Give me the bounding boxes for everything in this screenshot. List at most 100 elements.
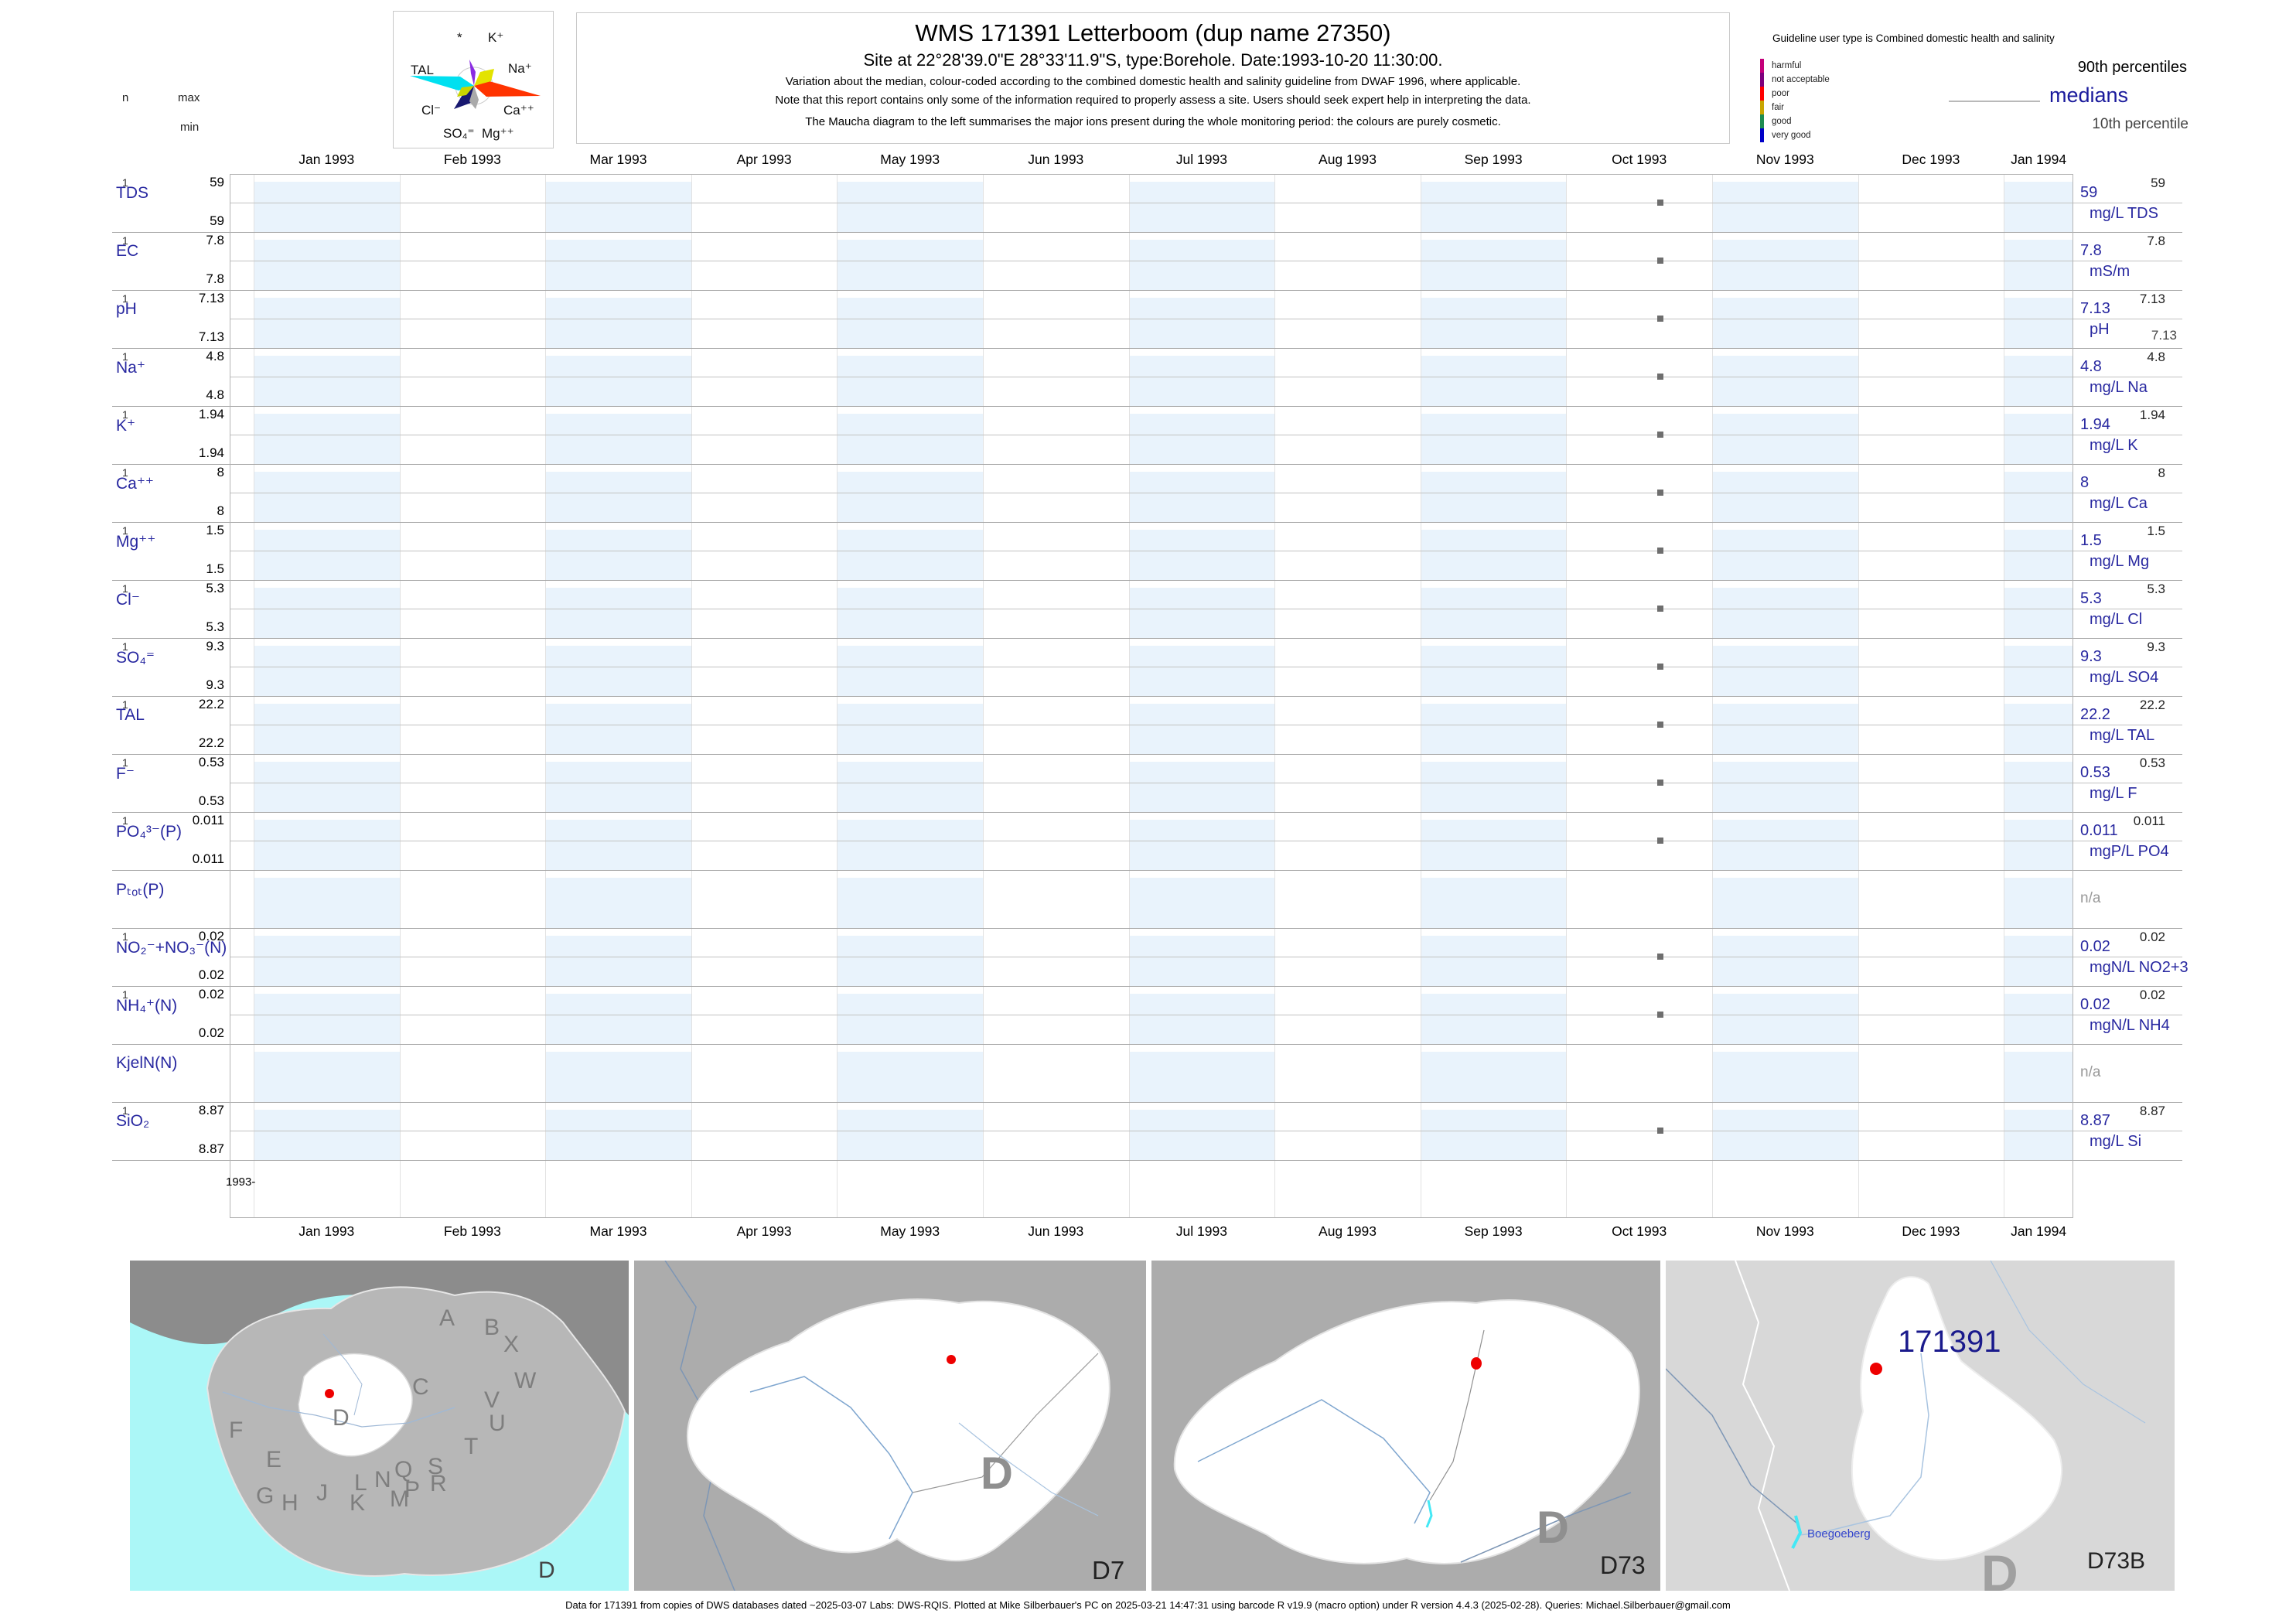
p90-value: 4.8 bbox=[2147, 350, 2165, 364]
month-stripe bbox=[254, 1110, 400, 1160]
month-label-top-1: Feb 1993 bbox=[443, 152, 501, 167]
min-value: 1.94 bbox=[198, 445, 224, 460]
drainage-region-letter: M bbox=[390, 1486, 409, 1512]
sample-data-point bbox=[1657, 1128, 1663, 1134]
month-stripe bbox=[1128, 994, 1275, 1044]
p90-value: 59 bbox=[2151, 176, 2165, 190]
median-value: 8 bbox=[2080, 474, 2090, 491]
boegoeberg-dam-river bbox=[1791, 1515, 1803, 1549]
median-value: 5.3 bbox=[2080, 590, 2102, 607]
month-stripe bbox=[837, 356, 983, 406]
month-stripe bbox=[1128, 530, 1275, 580]
sample-data-point bbox=[1657, 374, 1663, 380]
map-quaternary-catchment-d73b: Boegoeberg 171391 D D73B bbox=[1666, 1261, 2175, 1591]
sample-data-point bbox=[1657, 838, 1663, 844]
p90-value: 1.5 bbox=[2147, 524, 2165, 538]
min-value: 0.02 bbox=[198, 967, 224, 982]
month-stripe bbox=[1712, 414, 1858, 464]
month-label-top-0: Jan 1993 bbox=[299, 152, 355, 167]
unit-label: mgN/L NO2+3 bbox=[2090, 959, 2189, 976]
month-stripe bbox=[545, 762, 691, 812]
p90-value: 22.2 bbox=[2139, 698, 2165, 712]
month-label-bottom-3: Apr 1993 bbox=[736, 1223, 792, 1239]
stats-key-max: max bbox=[178, 91, 200, 104]
month-stripe bbox=[2004, 182, 2073, 232]
month-stripe bbox=[254, 530, 400, 580]
month-stripe bbox=[254, 414, 400, 464]
map-corner-label-d: D bbox=[538, 1557, 555, 1583]
sample-count: 1 bbox=[122, 234, 128, 247]
parameter-label: KjelN(N) bbox=[116, 1054, 178, 1072]
max-value: 59 bbox=[210, 175, 224, 189]
maucha-na-blade bbox=[474, 69, 494, 86]
month-stripe bbox=[254, 182, 400, 232]
min-value: 8.87 bbox=[198, 1141, 224, 1156]
guideline-class-label: good bbox=[1772, 117, 1792, 126]
maucha-label-tal: TAL bbox=[411, 63, 434, 77]
month-stripe bbox=[2004, 704, 2073, 754]
sample-data-point bbox=[1657, 606, 1663, 612]
drainage-region-letter: B bbox=[484, 1315, 500, 1340]
month-stripe bbox=[837, 762, 983, 812]
max-value: 7.8 bbox=[206, 233, 224, 247]
min-value: 0.02 bbox=[198, 1025, 224, 1040]
month-label-top-4: May 1993 bbox=[880, 152, 940, 167]
map-corner-label-d73: D73 bbox=[1600, 1551, 1646, 1579]
median-value: 7.8 bbox=[2080, 242, 2102, 259]
site-number-label: 171391 bbox=[1898, 1325, 2001, 1359]
row-separator bbox=[112, 638, 2182, 639]
guideline-class-label: poor bbox=[1772, 89, 1790, 98]
row-separator bbox=[112, 696, 2182, 697]
month-stripe bbox=[254, 936, 400, 986]
sample-count: 1 bbox=[122, 1104, 128, 1117]
month-stripe bbox=[837, 240, 983, 290]
drainage-region-letter: Q bbox=[394, 1457, 412, 1482]
month-stripe bbox=[545, 588, 691, 638]
median-value: 22.2 bbox=[2080, 706, 2110, 723]
row-separator bbox=[112, 870, 2182, 871]
median-value: 7.13 bbox=[2080, 300, 2110, 317]
month-label-bottom-5: Jun 1993 bbox=[1028, 1223, 1084, 1239]
month-stripe bbox=[837, 1110, 983, 1160]
row-separator bbox=[112, 1102, 2182, 1103]
month-stripe bbox=[837, 530, 983, 580]
min-value: 7.13 bbox=[198, 329, 224, 344]
month-stripe bbox=[1712, 1110, 1858, 1160]
south-africa-outline bbox=[206, 1286, 626, 1577]
sample-data-point bbox=[1657, 780, 1663, 786]
p90-value: 9.3 bbox=[2147, 640, 2165, 654]
month-stripe bbox=[254, 356, 400, 406]
catchment-d-outline bbox=[686, 1298, 1110, 1562]
river bbox=[322, 1333, 363, 1416]
site-marker bbox=[1870, 1363, 1882, 1375]
median-value: 1.94 bbox=[2080, 416, 2110, 433]
month-stripe bbox=[545, 472, 691, 522]
na-value: n/a bbox=[2080, 1064, 2101, 1080]
month-stripe bbox=[1420, 762, 1567, 812]
median-value: 1.5 bbox=[2080, 532, 2102, 549]
p90-value: 8 bbox=[2158, 466, 2165, 480]
min-value: 1.5 bbox=[206, 561, 224, 576]
row-separator bbox=[112, 986, 2182, 987]
row-separator bbox=[112, 522, 2182, 523]
month-label-top-5: Jun 1993 bbox=[1028, 152, 1084, 167]
month-stripe bbox=[254, 1052, 400, 1102]
drainage-region-letter: J bbox=[316, 1480, 328, 1506]
month-stripe bbox=[545, 182, 691, 232]
guideline-color-segment bbox=[1760, 59, 1764, 73]
month-label-bottom-10: Nov 1993 bbox=[1755, 1223, 1814, 1239]
sample-count: 1 bbox=[122, 640, 128, 653]
sample-data-point bbox=[1657, 316, 1663, 322]
drainage-region-letter: C bbox=[412, 1374, 429, 1400]
map-primary-region-d: D D7 bbox=[634, 1261, 1146, 1591]
month-stripe bbox=[1128, 472, 1275, 522]
month-stripe bbox=[1420, 1052, 1567, 1102]
drainage-region-letter: N bbox=[374, 1467, 391, 1493]
month-stripe bbox=[2004, 936, 2073, 986]
drainage-region-letter: R bbox=[430, 1471, 447, 1496]
row-separator bbox=[112, 754, 2182, 755]
unit-label: mg/L Mg bbox=[2090, 553, 2150, 570]
river bbox=[1666, 1368, 1798, 1524]
month-stripe bbox=[1712, 1052, 1858, 1102]
